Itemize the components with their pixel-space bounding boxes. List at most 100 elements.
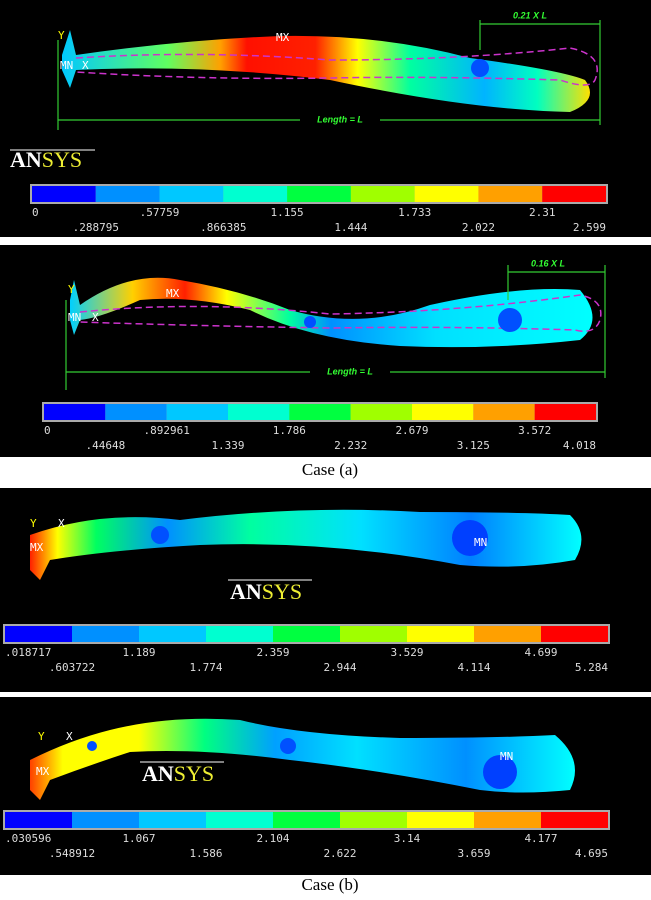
logo-a: AN [10,147,42,172]
colorbar-box [159,186,224,202]
legend-label: 1.189 [122,646,155,659]
caption: Case (a) [302,460,358,479]
colorbar-box [534,404,596,420]
axis-y: Y [38,730,45,743]
colorbar-box [412,404,474,420]
max-marker: MX [276,31,290,44]
colorbar-box [350,186,415,202]
max-marker: MX [30,541,44,554]
legend-label: .57759 [140,206,180,219]
colorbar-box [105,404,167,420]
legend-label: 4.177 [524,832,557,845]
legend-label: 2.359 [256,646,289,659]
panel-4: Y X MX MN ANSYS .030596 1.067 2.104 3.14 4.1… [0,697,651,875]
logo-a: AN [230,579,262,604]
panel-3: Y X MX MN ANSYS .018717 1.189 2.359 3.529 4.… [0,488,651,692]
colorbar-box [228,404,290,420]
legend-label: 3.125 [457,439,490,452]
logo-b: SYS [174,761,214,786]
legend-label: 1.733 [398,206,431,219]
dim-label: 0.21 X L [513,10,547,20]
colorbar-box [32,186,96,202]
colorbar-box [541,626,608,642]
beam [30,509,582,580]
panel-bg [0,245,651,457]
logo-a: AN [142,761,174,786]
panel-1: 0.21 X L Length = L Y X MN MX ANSYS 0 .57… [0,0,651,237]
legend-label: 2.679 [395,424,428,437]
colorbar: 0 .892961 1.786 2.679 3.572 .44648 1.339 2.232 3… [42,402,598,452]
legend-label: 2.232 [334,439,367,452]
legend-label: .603722 [49,661,95,674]
legend-label: .018717 [5,646,51,659]
contour-spot [498,308,522,332]
label-bg [300,114,380,126]
colorbar-box [206,812,273,828]
legend-label: 0 [32,206,39,219]
legend-label: 4.018 [563,439,596,452]
legend-label: .866385 [200,221,246,234]
legend-label: 3.14 [394,832,421,845]
colorbar-box [414,186,479,202]
colorbar-box [44,404,106,420]
contour-spot [452,520,488,556]
legend-label: 1.444 [334,221,367,234]
undeformed-outline [79,294,602,332]
beam [62,30,590,112]
colorbar-box [478,186,543,202]
colorbar-box [340,812,407,828]
legend-label: 2.944 [323,661,356,674]
colorbar-box [287,186,351,202]
logo: ANSYS [142,761,214,786]
colorbar-box [541,812,608,828]
colorbar-box [340,626,407,642]
dim-label: 0.16 X L [531,258,565,268]
legend-label: 1.339 [211,439,244,452]
contour-spot [280,738,296,754]
legend-label: 3.659 [457,847,490,860]
label-bg [310,366,390,378]
legend-label: .030596 [5,832,51,845]
colorbar: .030596 1.067 2.104 3.14 4.177 .548912 1.586 2.… [3,810,610,860]
axis-y: Y [68,283,75,296]
length-label: Length = L [317,114,363,124]
axis-y: Y [58,29,65,42]
contour-spot [483,755,517,789]
length-label: Length = L [327,366,373,376]
colorbar-box [407,626,474,642]
beam [30,718,575,800]
legend-label: 1.786 [273,424,306,437]
colorbar-box [273,626,340,642]
axis-x: X [66,730,73,743]
colorbar-box [139,626,206,642]
colorbar-box [95,186,160,202]
legend-label: 2.622 [323,847,356,860]
max-marker: MX [166,287,180,300]
legend-label: 2.104 [256,832,289,845]
min-marker: MN [60,59,73,72]
min-marker: MN [500,750,513,763]
legend-label: 3.572 [518,424,551,437]
max-marker: MX [36,765,50,778]
colorbar-box [289,404,351,420]
colorbar: 0 .57759 1.155 1.733 2.31 .288795 .866385 1.444… [30,184,608,234]
legend-label: 4.114 [457,661,490,674]
colorbar-box [72,626,139,642]
colorbar-box [5,626,72,642]
undeformed-outline [75,47,598,86]
colorbar-box [473,404,535,420]
axis-y: Y [30,517,37,530]
legend-label: 2.022 [462,221,495,234]
legend-label: 1.586 [189,847,222,860]
logo-b: SYS [262,579,302,604]
caption: Case (b) [301,875,358,894]
colorbar-box [139,812,206,828]
colorbar-box [206,626,273,642]
axis-x: X [82,59,89,72]
contour-spot [87,741,97,751]
legend-label: 2.599 [573,221,606,234]
legend-label: .44648 [85,439,125,452]
legend-label: 2.31 [529,206,556,219]
colorbar: .018717 1.189 2.359 3.529 4.699 .603722 1.774 2… [3,624,610,674]
